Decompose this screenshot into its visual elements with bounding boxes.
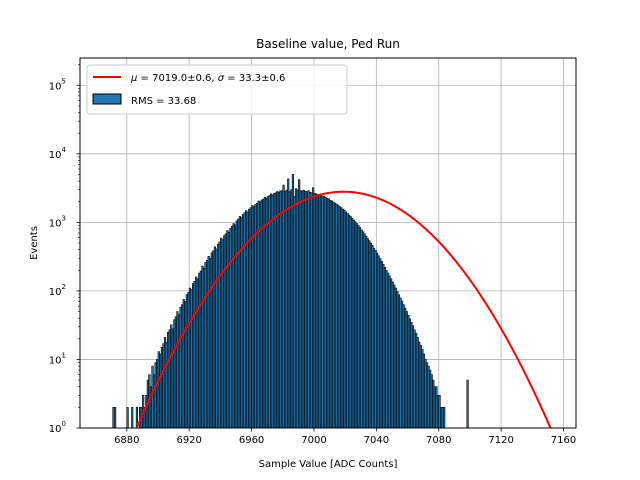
x-tick-label: 7040 xyxy=(364,435,389,446)
y-tick-label: 105 xyxy=(49,77,66,92)
chart-title: Baseline value, Ped Run xyxy=(256,37,400,51)
y-axis-label: Events xyxy=(29,226,40,260)
y-tick-exponent: 2 xyxy=(62,283,66,291)
y-tick-label: 101 xyxy=(49,351,66,366)
histogram-bar xyxy=(126,407,129,428)
x-axis-label: Sample Value [ADC Counts] xyxy=(259,459,398,470)
y-tick-label: 104 xyxy=(49,146,67,161)
x-tick-label: 7160 xyxy=(551,435,576,446)
histogram-bar xyxy=(466,379,469,428)
x-tick-label: 7120 xyxy=(488,435,513,446)
y-tick-exponent: 5 xyxy=(62,77,66,85)
y-tick-label: 103 xyxy=(49,214,66,229)
y-tick-base: 10 xyxy=(49,150,62,161)
legend-sigma-value: = 33.3±0.6 xyxy=(224,73,285,84)
y-tick-label: 100 xyxy=(49,420,66,435)
y-tick-base: 10 xyxy=(49,355,62,366)
histogram-bar xyxy=(114,407,117,428)
legend-mu-symbol: μ xyxy=(130,73,137,84)
legend-sigma-symbol: σ xyxy=(218,73,225,84)
y-tick-base: 10 xyxy=(49,424,62,435)
y-tick-exponent: 1 xyxy=(62,351,66,359)
legend-box xyxy=(86,64,348,115)
legend-mu-value: = 7019.0±0.6, xyxy=(137,73,217,84)
legend-histogram-label: RMS = 33.68 xyxy=(131,96,196,107)
x-tick-label: 6960 xyxy=(239,435,264,446)
legend-fit-label: μ = 7019.0±0.6, σ = 33.3±0.6 xyxy=(130,73,285,84)
legend-histogram-swatch xyxy=(92,93,122,105)
y-tick-base: 10 xyxy=(49,81,62,92)
y-tick-exponent: 4 xyxy=(62,146,67,154)
x-tick-label: 6880 xyxy=(114,435,139,446)
y-tick-base: 10 xyxy=(49,218,62,229)
y-tick-label: 102 xyxy=(49,283,66,298)
histogram-bar xyxy=(131,407,134,428)
x-tick-label: 7000 xyxy=(301,435,326,446)
x-axis-ticks: 6880 6920 6960 7000 7040 7080 7120 7160 xyxy=(114,428,576,446)
y-tick-exponent: 3 xyxy=(62,214,66,222)
histogram-bar xyxy=(443,407,446,428)
y-tick-base: 10 xyxy=(49,287,62,298)
histogram-bars xyxy=(112,174,469,428)
fit-curve xyxy=(135,190,552,428)
x-tick-label: 7080 xyxy=(426,435,451,446)
x-tick-label: 6920 xyxy=(176,435,201,446)
y-tick-exponent: 0 xyxy=(62,420,66,428)
legend: μ = 7019.0±0.6, σ = 33.3±0.6 RMS = 33.68 xyxy=(86,64,348,115)
